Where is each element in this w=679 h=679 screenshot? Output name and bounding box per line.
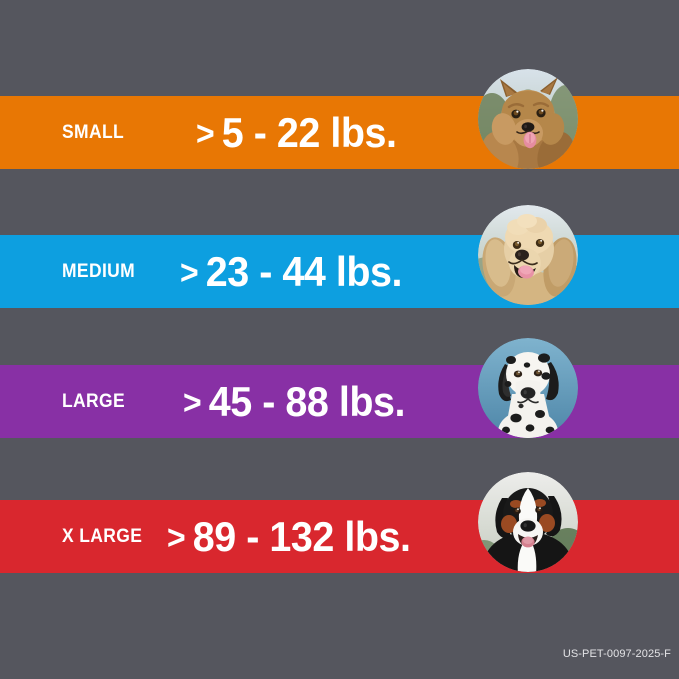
greater-than-icon: > xyxy=(183,383,202,422)
weight-text-large: 45 - 88 lbs. xyxy=(208,377,406,425)
size-row-large: LARGE >45 - 88 lbs. xyxy=(0,365,679,438)
greater-than-icon: > xyxy=(167,518,186,557)
footer-document-code: US-PET-0097-2025-F xyxy=(562,648,671,660)
size-label-small: SMALL xyxy=(62,121,125,143)
cocker-spaniel-dog-photo xyxy=(478,205,578,305)
greater-than-icon: > xyxy=(196,114,215,153)
size-label-x-large: X LARGE xyxy=(62,525,143,547)
weight-text-medium: 23 - 44 lbs. xyxy=(205,247,403,295)
weight-value-small: >5 - 22 lbs. xyxy=(196,108,397,157)
size-row-small: SMALL >5 - 22 lbs. xyxy=(0,96,679,169)
weight-value-medium: >23 - 44 lbs. xyxy=(180,248,402,296)
weight-text-x-large: 89 - 132 lbs. xyxy=(192,512,411,560)
size-label-medium: MEDIUM xyxy=(62,260,136,282)
weight-value-x-large: >89 - 132 lbs. xyxy=(167,512,411,561)
bernese-mountain-dog-photo xyxy=(478,472,578,572)
terrier-dog-photo xyxy=(478,69,578,169)
size-label-large: LARGE xyxy=(62,390,126,412)
size-row-x-large: X LARGE >89 - 132 lbs. xyxy=(0,500,679,573)
dalmatian-dog-photo xyxy=(478,338,578,438)
weight-value-large: >45 - 88 lbs. xyxy=(183,378,405,426)
weight-text-small: 5 - 22 lbs. xyxy=(221,108,397,156)
greater-than-icon: > xyxy=(180,253,199,292)
